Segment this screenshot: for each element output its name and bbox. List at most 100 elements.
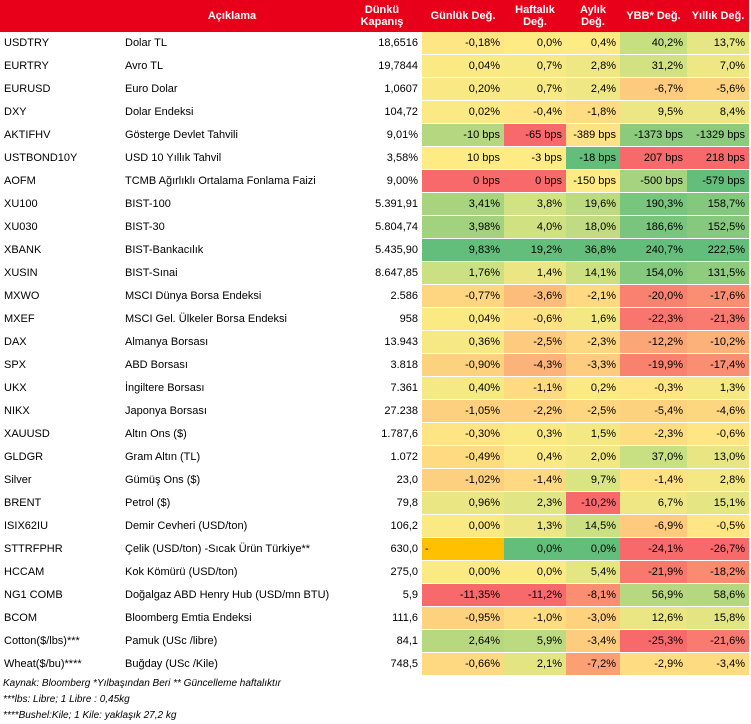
table-row: Cotton($/lbs)*** Pamuk (USc /libre) 84,1 2,… [0,629,749,653]
cell-ytd-change: -6,9% [620,514,687,538]
cell-weekly-change: -1,4% [504,468,566,492]
cell-close: 5.391,91 [342,192,422,216]
cell-monthly-change: 2,0% [566,445,620,469]
cell-daily-change: 3,98% [422,215,504,239]
cell-code: STTRFPHR [0,537,122,561]
cell-close: 7.361 [342,376,422,400]
cell-daily-change: 2,64% [422,629,504,653]
cell-daily-change: -1,05% [422,399,504,423]
cell-code: Silver [0,468,122,492]
cell-description: Gösterge Devlet Tahvili [122,123,342,147]
cell-description: Kok Kömürü (USD/ton) [122,560,342,584]
cell-daily-change: -10 bps [422,123,504,147]
cell-description: ABD Borsası [122,353,342,377]
table-row: MXWO MSCI Dünya Borsa Endeksi 2.586 -0,77% -… [0,284,749,308]
cell-description: MSCI Gel. Ülkeler Borsa Endeksi [122,307,342,331]
market-table: Açıklama Dünkü Kapanış Günlük Değ. Hafta… [0,0,749,676]
header-close: Dünkü Kapanış [342,0,422,32]
cell-weekly-change: 3,8% [504,192,566,216]
table-row: DXY Dolar Endeksi 104,72 0,02% -0,4% -1,8% 9,5… [0,100,749,124]
cell-close: 748,5 [342,652,422,676]
table-row: XU030 BIST-30 5.804,74 3,98% 4,0% 18,0% 186,6%… [0,215,749,239]
cell-monthly-change: 2,4% [566,77,620,101]
cell-yearly-change: -26,7% [687,537,749,561]
cell-daily-change: -0,77% [422,284,504,308]
cell-description: BIST-Bankacılık [122,238,342,262]
table-row: NIKX Japonya Borsası 27.238 -1,05% -2,2% -2,5… [0,399,749,423]
table-header-row: Açıklama Dünkü Kapanış Günlük Değ. Hafta… [0,0,749,32]
cell-code: EURTRY [0,54,122,78]
cell-description: Avro TL [122,54,342,78]
header-yearly-change: Yıllık Değ. [687,0,749,32]
cell-daily-change: -1,02% [422,468,504,492]
cell-code: DAX [0,330,122,354]
cell-close: 1.787,6 [342,422,422,446]
cell-yearly-change: -18,2% [687,560,749,584]
cell-ytd-change: -20,0% [620,284,687,308]
cell-monthly-change: -3,3% [566,353,620,377]
cell-code: XUSIN [0,261,122,285]
cell-ytd-change: 12,6% [620,606,687,630]
cell-yearly-change: -17,6% [687,284,749,308]
table-row: DAX Almanya Borsası 13.943 0,36% -2,5% -2,3% -… [0,330,749,354]
cell-monthly-change: 5,4% [566,560,620,584]
header-monthly-change: Aylık Değ. [566,0,620,32]
cell-close: 18,6516 [342,32,422,55]
cell-code: DXY [0,100,122,124]
table-row: EURUSD Euro Dolar 1,0607 0,20% 0,7% 2,4% -6,7%… [0,77,749,101]
cell-daily-change: 0,20% [422,77,504,101]
cell-monthly-change: -3,0% [566,606,620,630]
cell-weekly-change: 4,0% [504,215,566,239]
cell-ytd-change: -25,3% [620,629,687,653]
cell-yearly-change: -0,6% [687,422,749,446]
cell-weekly-change: 0,0% [504,537,566,561]
cell-ytd-change: -2,3% [620,422,687,446]
cell-daily-change: 0,02% [422,100,504,124]
cell-monthly-change: 14,5% [566,514,620,538]
cell-close: 84,1 [342,629,422,653]
cell-code: AKTIFHV [0,123,122,147]
cell-code: UKX [0,376,122,400]
cell-yearly-change: -0,5% [687,514,749,538]
cell-ytd-change: 56,9% [620,583,687,607]
cell-ytd-change: -1373 bps [620,123,687,147]
cell-daily-change: -11,35% [422,583,504,607]
cell-weekly-change: -65 bps [504,123,566,147]
table-row: AOFM TCMB Ağırlıklı Ortalama Fonlama Faiz… [0,169,749,193]
cell-ytd-change: 186,6% [620,215,687,239]
cell-ytd-change: 31,2% [620,54,687,78]
cell-ytd-change: -19,9% [620,353,687,377]
cell-description: Çelik (USD/ton) -Sıcak Ürün Türkiye** [122,537,342,561]
cell-code: NG1 COMB [0,583,122,607]
cell-weekly-change: 0,0% [504,560,566,584]
cell-daily-change: -0,30% [422,422,504,446]
cell-close: 1.072 [342,445,422,469]
cell-yearly-change: 58,6% [687,583,749,607]
cell-code: HCCAM [0,560,122,584]
cell-weekly-change: -0,6% [504,307,566,331]
cell-daily-change: 0,96% [422,491,504,515]
table-row: XAUUSD Altın Ons ($) 1.787,6 -0,30% 0,3% 1,5%… [0,422,749,446]
cell-yearly-change: 13,0% [687,445,749,469]
cell-code: EURUSD [0,77,122,101]
cell-monthly-change: 18,0% [566,215,620,239]
cell-monthly-change: 9,7% [566,468,620,492]
table-row: HCCAM Kok Kömürü (USD/ton) 275,0 0,00% 0,0% 5… [0,560,749,584]
cell-code: BRENT [0,491,122,515]
cell-monthly-change: 36,8% [566,238,620,262]
cell-weekly-change: -2,5% [504,330,566,354]
cell-yearly-change: 158,7% [687,192,749,216]
header-weekly-change: Haftalık Değ. [504,0,566,32]
cell-weekly-change: 2,1% [504,652,566,676]
cell-description: BIST-30 [122,215,342,239]
cell-daily-change: -0,18% [422,32,504,55]
cell-monthly-change: -2,1% [566,284,620,308]
cell-monthly-change: 0,4% [566,32,620,55]
cell-daily-change: 0 bps [422,169,504,193]
cell-monthly-change: 2,8% [566,54,620,78]
cell-description: Petrol ($) [122,491,342,515]
cell-daily-change: - [422,537,504,561]
cell-monthly-change: -2,3% [566,330,620,354]
cell-monthly-change: -8,1% [566,583,620,607]
cell-close: 9,00% [342,169,422,193]
